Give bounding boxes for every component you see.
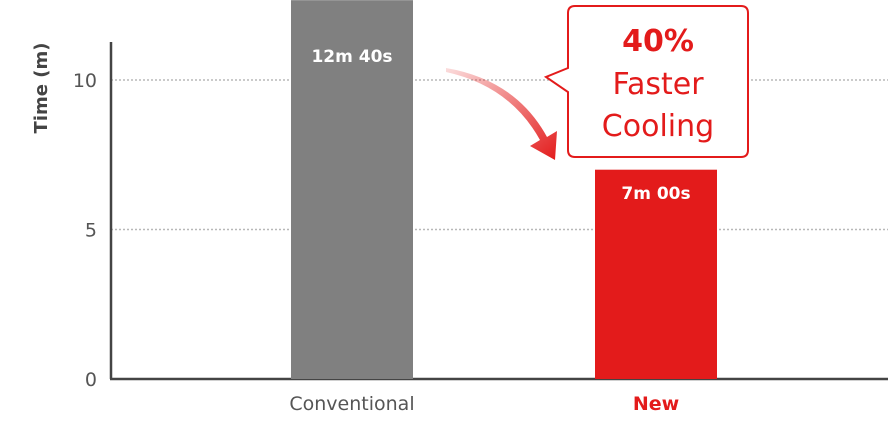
bar-value-label-new: 7m 00s bbox=[621, 184, 690, 204]
bar-new bbox=[595, 169, 717, 379]
bar-conventional bbox=[291, 0, 413, 380]
callout-box bbox=[543, 5, 749, 158]
y-tick-label-10: 10 bbox=[73, 70, 97, 92]
callout-line2: Cooling bbox=[602, 109, 714, 144]
y-tick-label-5: 5 bbox=[85, 220, 97, 242]
y-axis-label: Time (m) bbox=[31, 43, 52, 134]
bar-value-label-conventional: 12m 40s bbox=[311, 47, 392, 67]
arrow-icon bbox=[446, 68, 557, 160]
y-tick-label-0: 0 bbox=[85, 369, 97, 391]
bars bbox=[291, 0, 717, 380]
y-tick-labels: 0 5 10 bbox=[73, 70, 97, 391]
category-label-conventional: Conventional bbox=[289, 393, 414, 415]
callout-line1: Faster bbox=[612, 67, 704, 102]
gridlines bbox=[111, 79, 888, 231]
category-label-new: New bbox=[633, 393, 679, 415]
callout-headline: 40% bbox=[622, 24, 694, 59]
